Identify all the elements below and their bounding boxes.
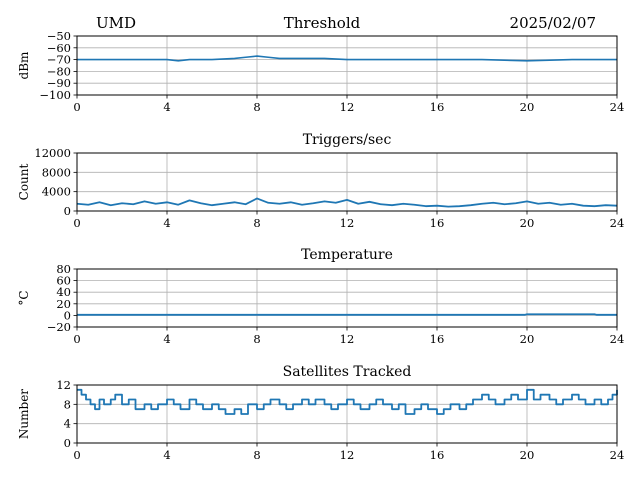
- panel-4: 0 4 8 12 16 20 24 0 4 8 12 Satellites Tracked Number: [17, 364, 624, 462]
- x-tick-label: 12: [340, 216, 355, 230]
- panels: 0 4 8 12 16 20 24 −100−90−80−70−60−50 dBm 0 4 8 12 16…: [17, 29, 624, 462]
- x-tick-label: 16: [430, 448, 445, 462]
- y-tick-label: −80: [47, 64, 71, 78]
- x-tick-label: 8: [253, 216, 260, 230]
- panel-title: Triggers/sec: [303, 132, 392, 148]
- x-tick-label: 24: [610, 216, 625, 230]
- x-tick-label: 16: [430, 100, 445, 114]
- panel-1: 0 4 8 12 16 20 24 −100−90−80−70−60−50 dBm: [17, 29, 624, 114]
- x-tick-label: 12: [340, 332, 355, 346]
- y-tick-label: 40: [56, 285, 71, 299]
- y-tick-label: 60: [56, 274, 71, 288]
- series-line: [77, 313, 617, 316]
- y-tick-label: 4: [64, 417, 71, 431]
- x-tick-label: 16: [430, 332, 445, 346]
- y-tick-label: 0: [64, 204, 71, 218]
- x-tick-label: 0: [73, 332, 80, 346]
- x-tick-label: 20: [520, 332, 535, 346]
- x-tick-label: 24: [610, 100, 625, 114]
- y-axis-label: Number: [17, 389, 31, 439]
- x-tick-label: 4: [163, 216, 170, 230]
- x-tick-label: 0: [73, 448, 80, 462]
- x-tick-label: 12: [340, 100, 355, 114]
- y-tick-label: 8000: [42, 165, 71, 179]
- series-line: [76, 197, 618, 208]
- x-tick-label: 20: [520, 216, 535, 230]
- y-tick-label: 80: [56, 262, 71, 276]
- series-line: [77, 55, 617, 62]
- y-tick-label: −70: [47, 53, 71, 67]
- y-axis-label: dBm: [17, 51, 31, 80]
- x-tick-label: 4: [163, 448, 170, 462]
- y-tick-label: 0: [64, 436, 71, 450]
- x-tick-label: 8: [253, 100, 260, 114]
- y-tick-label: 20: [56, 297, 71, 311]
- y-tick-label: 8: [64, 397, 71, 411]
- y-tick-label: −60: [47, 41, 71, 55]
- y-tick-label: −50: [47, 29, 71, 43]
- y-axis-label: °C: [17, 290, 31, 305]
- panel-2: 0 4 8 12 16 20 24 0 4000 8000 12000 Triggers/sec Cou…: [17, 132, 624, 230]
- header-station: UMD: [96, 14, 136, 32]
- y-tick-label: −20: [47, 320, 71, 334]
- x-tick-label: 0: [73, 100, 80, 114]
- y-tick-label: 4000: [42, 185, 71, 199]
- header-date: 2025/02/07: [510, 14, 596, 32]
- x-tick-label: 8: [253, 448, 260, 462]
- x-tick-label: 20: [520, 100, 535, 114]
- panel-title: Satellites Tracked: [283, 364, 412, 380]
- y-axis-label: Count: [17, 163, 31, 200]
- y-tick-label: −90: [47, 76, 71, 90]
- x-tick-label: 4: [163, 332, 170, 346]
- y-tick-label: 12000: [34, 146, 71, 160]
- x-tick-label: 4: [163, 100, 170, 114]
- x-tick-label: 0: [73, 216, 80, 230]
- x-tick-label: 24: [610, 448, 625, 462]
- y-tick-label: 0: [64, 308, 71, 322]
- y-tick-label: 12: [56, 378, 71, 392]
- x-tick-label: 20: [520, 448, 535, 462]
- x-tick-label: 12: [340, 448, 355, 462]
- header-title: Threshold: [284, 14, 361, 32]
- panel-title: Temperature: [301, 247, 393, 263]
- x-tick-label: 8: [253, 332, 260, 346]
- x-tick-label: 24: [610, 332, 625, 346]
- y-tick-label: −100: [39, 88, 71, 102]
- x-tick-label: 16: [430, 216, 445, 230]
- series-line: [77, 388, 618, 415]
